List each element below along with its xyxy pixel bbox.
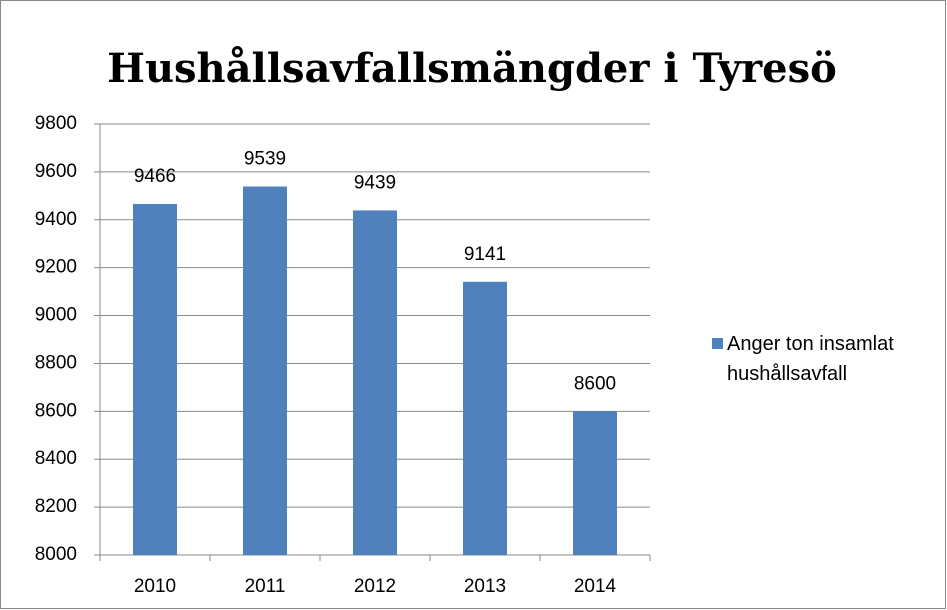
data-label: 9141	[464, 244, 506, 265]
data-label: 9466	[134, 166, 176, 187]
bar	[463, 281, 507, 555]
y-tick-label: 8400	[35, 448, 77, 469]
bar	[243, 186, 287, 555]
legend-swatch	[712, 338, 723, 349]
y-tick-label: 9600	[35, 161, 77, 182]
y-tick-label: 8800	[35, 352, 77, 373]
bar	[133, 203, 177, 556]
x-tick-label: 2010	[134, 576, 176, 597]
y-tick-label: 9400	[35, 209, 77, 230]
bar	[573, 411, 617, 555]
y-tick-label: 8200	[35, 496, 77, 517]
y-tick-label: 8000	[35, 544, 77, 565]
bar	[353, 210, 397, 555]
y-tick-label: 9200	[35, 257, 77, 278]
legend-label: Anger ton insamlat hushållsavfall	[727, 333, 894, 385]
x-tick-label: 2012	[354, 576, 396, 597]
x-tick-label: 2013	[464, 576, 506, 597]
y-tick-label: 9800	[35, 113, 77, 134]
x-tick-label: 2014	[574, 576, 617, 597]
data-label: 9439	[354, 172, 396, 193]
legend: Anger ton insamlat hushållsavfall	[712, 329, 912, 389]
x-tick-label: 2011	[245, 576, 286, 597]
y-tick-label: 9000	[35, 305, 77, 326]
y-tick-label: 8600	[35, 400, 77, 421]
data-label: 9539	[244, 149, 286, 170]
data-label: 8600	[574, 373, 616, 394]
chart-title: Hushållsavfallsmängder i Tyresö	[107, 45, 837, 92]
